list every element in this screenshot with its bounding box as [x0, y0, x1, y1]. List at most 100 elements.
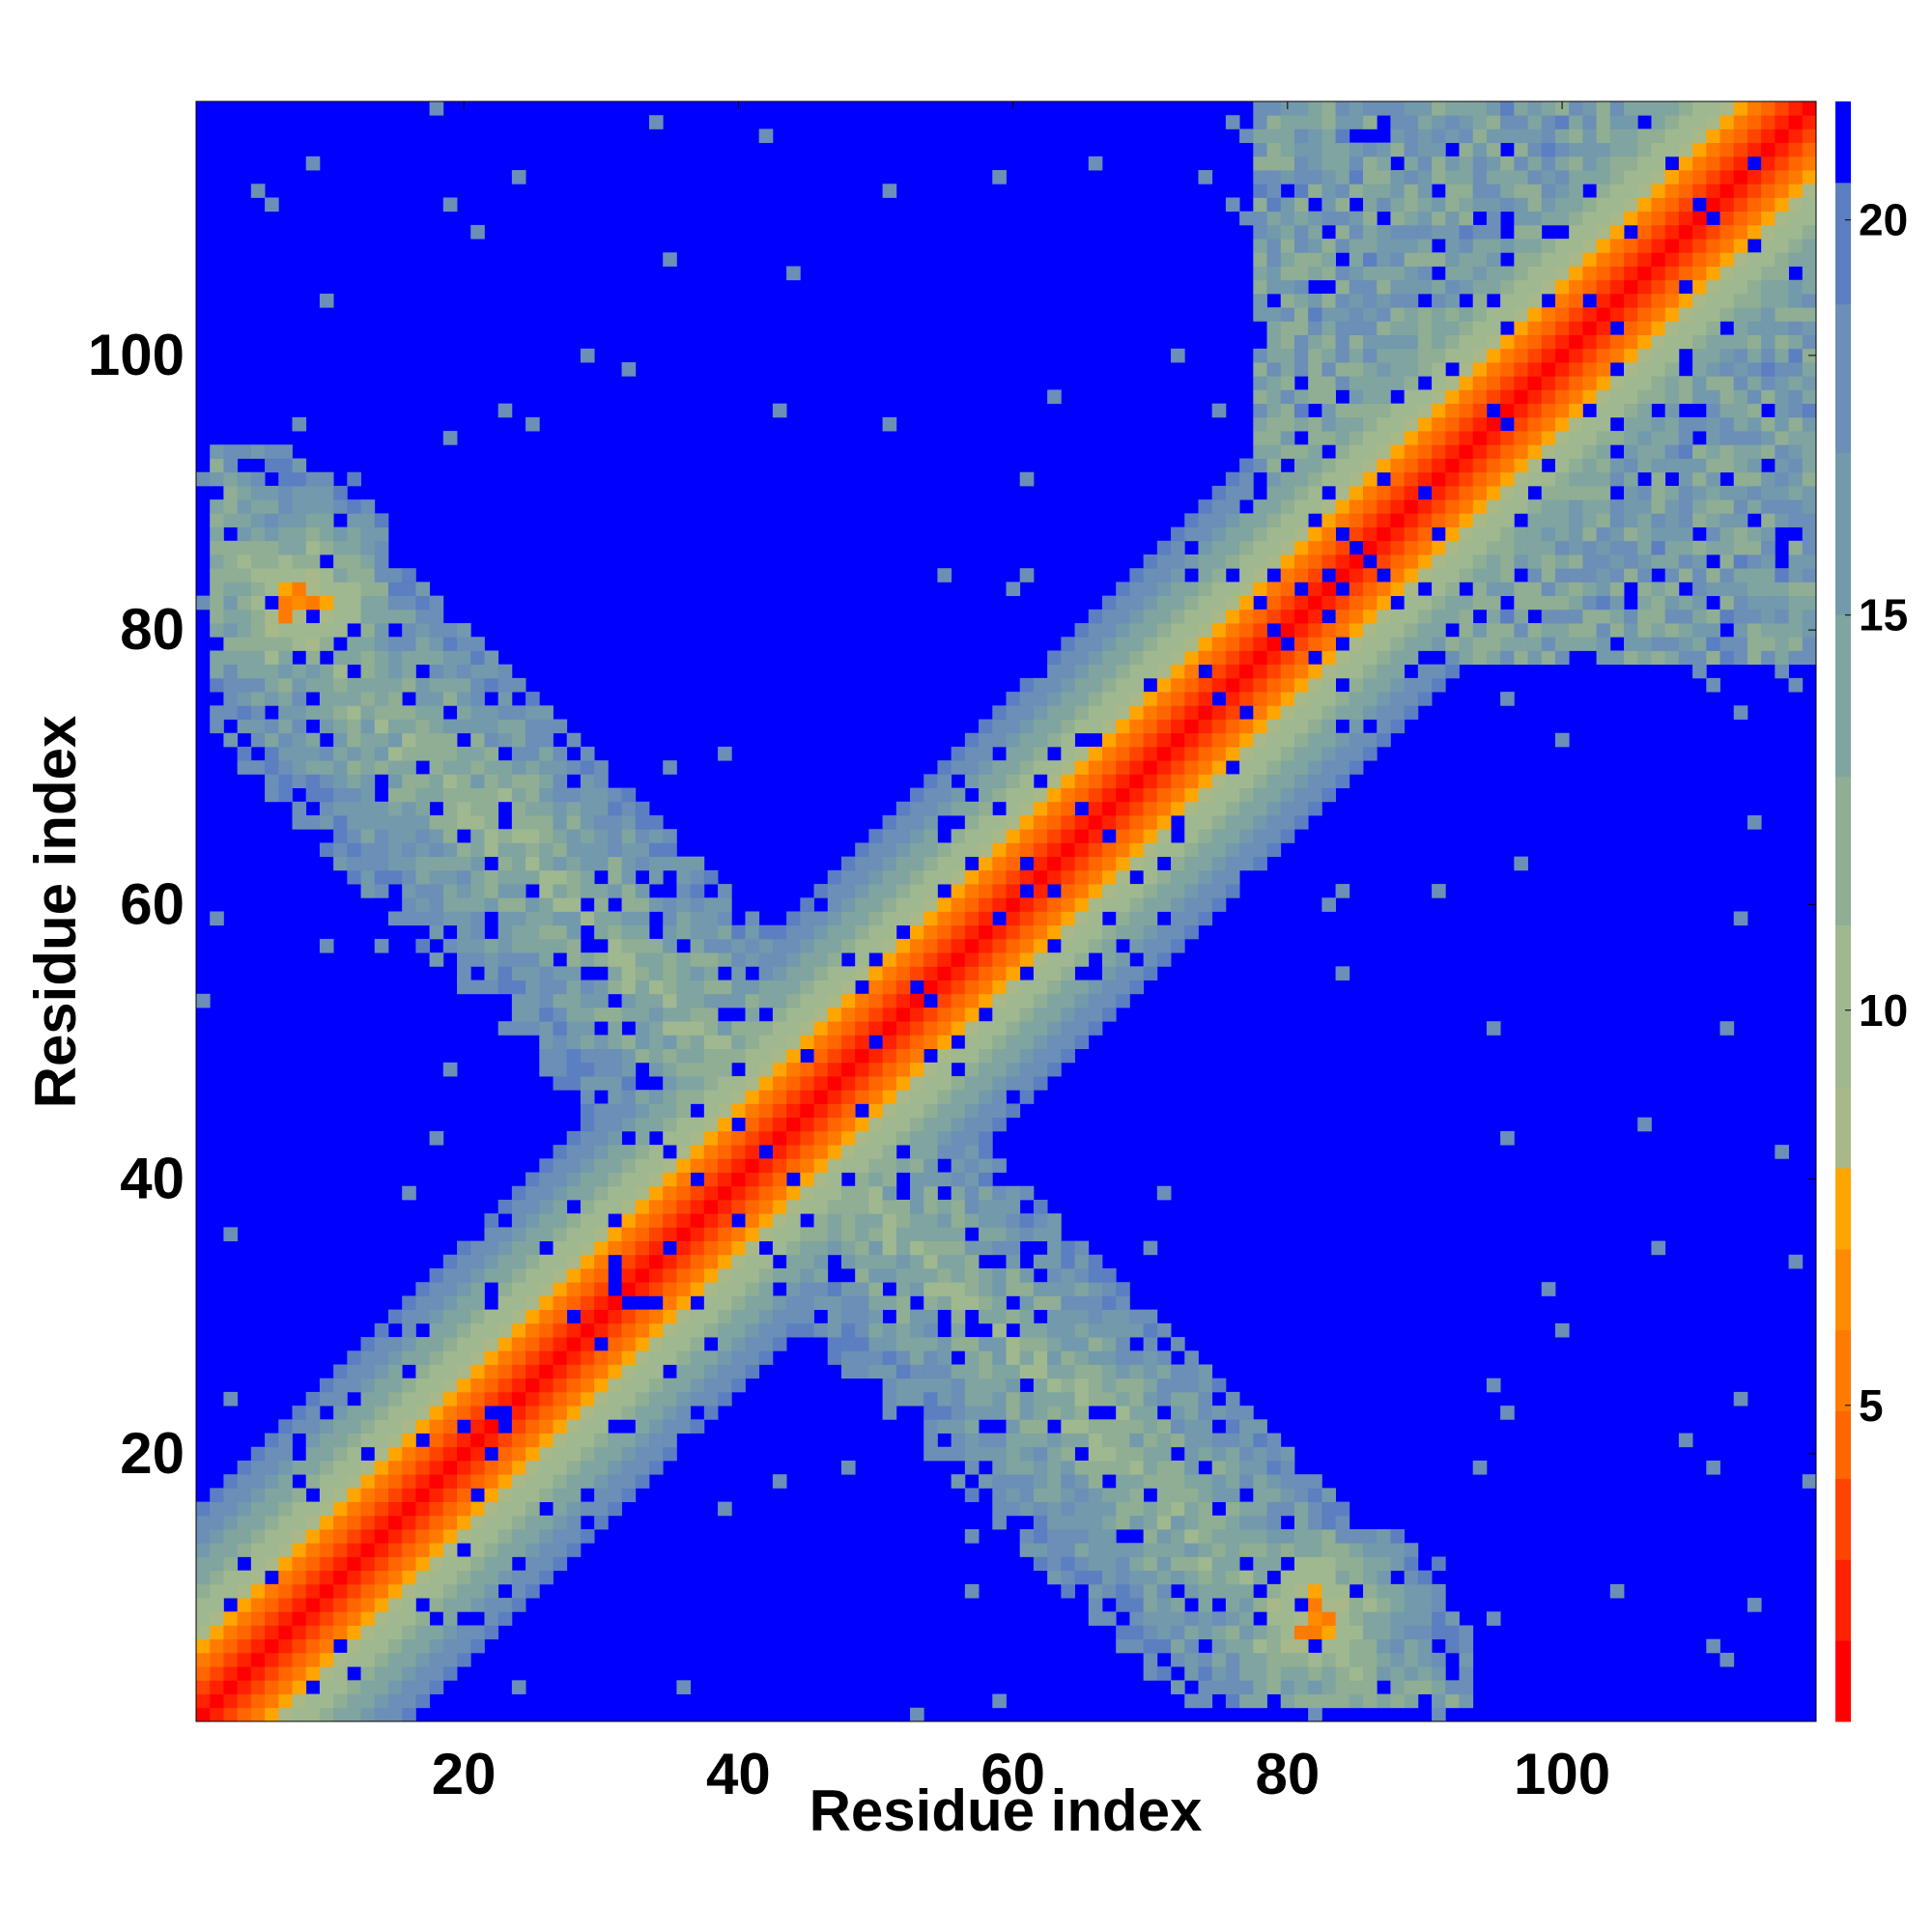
heatmap-cell	[402, 815, 416, 830]
heatmap-cell	[855, 1145, 869, 1159]
heatmap-cell	[415, 1446, 430, 1462]
heatmap-cell	[608, 1446, 622, 1462]
heatmap-cell	[1459, 389, 1474, 405]
heatmap-cell	[1582, 170, 1598, 185]
heatmap-cell	[663, 938, 677, 953]
heatmap-cell	[210, 664, 224, 679]
heatmap-cell	[1445, 389, 1460, 405]
heatmap-cell	[1377, 554, 1391, 569]
heatmap-cell	[374, 1611, 389, 1626]
heatmap-cell	[1184, 1543, 1199, 1557]
heatmap-cell	[1363, 142, 1378, 157]
heatmap-cell	[374, 677, 389, 693]
heatmap-cell	[635, 1117, 650, 1132]
heatmap-cell	[250, 568, 266, 582]
heatmap-cell	[1033, 1350, 1048, 1365]
heatmap-cell	[1280, 1501, 1295, 1517]
heatmap-cell	[1198, 1666, 1213, 1681]
heatmap-cell	[937, 1364, 952, 1379]
heatmap-cell	[278, 1501, 293, 1517]
heatmap-cell	[553, 1419, 568, 1434]
heatmap-cell	[1308, 444, 1322, 459]
heatmap-cell	[910, 869, 924, 885]
heatmap-cell	[1321, 677, 1336, 693]
heatmap-cell	[1225, 1419, 1240, 1434]
heatmap-cell	[1033, 760, 1048, 775]
heatmap-cell	[1624, 485, 1638, 500]
heatmap-cell	[250, 1501, 266, 1517]
heatmap-cell	[1116, 1350, 1130, 1365]
heatmap-cell	[1308, 266, 1322, 281]
heatmap-cell	[1308, 1666, 1322, 1681]
heatmap-cell	[442, 1488, 458, 1503]
heatmap-cell	[511, 732, 526, 748]
heatmap-cell	[608, 884, 622, 898]
heatmap-cell	[1266, 1611, 1282, 1626]
heatmap-cell	[1609, 389, 1625, 405]
heatmap-cell	[1486, 416, 1501, 432]
heatmap-cell	[1377, 170, 1391, 185]
heatmap-cell	[223, 1515, 239, 1530]
heatmap-cell	[1280, 403, 1295, 418]
heatmap-cell	[387, 1707, 403, 1722]
heatmap-cell	[497, 1529, 513, 1544]
heatmap-cell	[1377, 307, 1391, 322]
heatmap-cell	[964, 1090, 980, 1104]
heatmap-cell	[1432, 321, 1446, 335]
heatmap-cell	[1156, 829, 1172, 843]
heatmap-cell	[1019, 1007, 1035, 1022]
heatmap-cell	[1253, 1433, 1267, 1448]
heatmap-cell	[1404, 513, 1419, 527]
heatmap-cell	[868, 911, 883, 926]
heatmap-cell	[553, 787, 568, 803]
heatmap-cell	[305, 1543, 321, 1557]
heatmap-cell	[1293, 1515, 1309, 1530]
heatmap-cell	[635, 856, 650, 871]
heatmap-cell	[347, 1707, 361, 1722]
heatmap-cell	[1211, 1570, 1227, 1585]
heatmap-cell	[319, 705, 334, 720]
heatmap-cell	[1609, 156, 1625, 171]
heatmap-cell	[223, 1680, 239, 1694]
heatmap-cell	[1335, 554, 1350, 569]
heatmap-cell	[470, 664, 485, 679]
heatmap-cell	[979, 1337, 993, 1351]
heatmap-cell	[1514, 279, 1528, 295]
heatmap-cell	[1101, 746, 1117, 761]
heatmap-cell	[539, 1419, 554, 1434]
heatmap-cell	[250, 595, 266, 611]
heatmap-cell	[923, 787, 938, 803]
heatmap-cell	[1308, 307, 1322, 322]
heatmap-cell	[1047, 980, 1062, 995]
heatmap-cell	[511, 1240, 526, 1256]
heatmap-cell	[1061, 829, 1075, 843]
heatmap-cell	[1527, 499, 1543, 514]
heatmap-cell	[979, 829, 993, 843]
heatmap-cell	[1019, 911, 1035, 926]
heatmap-cell	[1377, 293, 1391, 308]
heatmap-cell	[800, 1185, 814, 1201]
heatmap-cell	[923, 1172, 938, 1187]
heatmap-cell	[1184, 1433, 1199, 1448]
heatmap-cell	[690, 1199, 705, 1214]
heatmap-cell	[594, 1254, 609, 1269]
heatmap-cell	[470, 980, 485, 995]
heatmap-cell	[855, 1185, 869, 1201]
heatmap-cell	[347, 595, 361, 611]
heatmap-cell	[1472, 184, 1488, 198]
heatmap-cell	[429, 732, 444, 748]
heatmap-cell	[910, 829, 924, 843]
heatmap-cell	[1335, 774, 1350, 788]
heatmap-cell	[511, 966, 526, 980]
heatmap-cell	[1143, 1598, 1158, 1612]
heatmap-cell	[868, 1117, 883, 1132]
heatmap-cell	[786, 1035, 801, 1050]
heatmap-cell	[1006, 1446, 1021, 1462]
heatmap-cell	[992, 1364, 1007, 1379]
heatmap-cell	[360, 760, 376, 775]
heatmap-cell	[347, 774, 361, 788]
heatmap-cell	[1061, 1570, 1075, 1585]
heatmap-cell	[1500, 513, 1515, 527]
heatmap-cell	[1156, 787, 1172, 803]
